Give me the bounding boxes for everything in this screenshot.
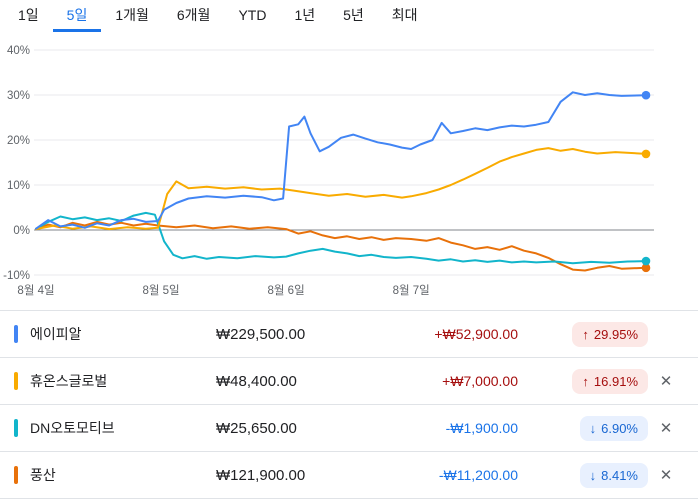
percent-change-value: 8.41% — [601, 467, 638, 483]
percent-change-value: 6.90% — [601, 420, 638, 436]
series-color-marker — [14, 325, 18, 343]
percent-change-value: 16.91% — [593, 373, 638, 389]
svg-text:10%: 10% — [7, 180, 30, 192]
comparison-chart[interactable]: 40% 30% 20% 10% 0% -10% 8월 4일 8월 5일 8월 6일 8월 7일 — [0, 32, 698, 304]
price-change: -₩1,900.00 — [445, 420, 518, 436]
stock-name: 휴온스글로벌 — [30, 373, 108, 389]
percent-change-badge: ↑ 29.95% — [572, 321, 648, 347]
close-icon: ✕ — [659, 466, 673, 484]
tab-max[interactable]: 최대 — [391, 7, 418, 23]
tab-6m[interactable]: 6개월 — [176, 7, 211, 23]
stock-price: ₩229,500.00 — [216, 325, 306, 343]
stock-price: ₩121,900.00 — [216, 466, 306, 484]
table-row-apr[interactable]: 에이피알 ₩229,500.00 +₩52,900.00 ↑ 29.95% — [0, 310, 698, 357]
svg-text:0%: 0% — [13, 225, 30, 237]
arrow-down-icon: ↓ — [589, 420, 597, 436]
series-color-marker — [14, 419, 18, 437]
arrow-up-icon: ↑ — [582, 373, 589, 389]
arrow-up-icon: ↑ — [582, 326, 589, 342]
tab-1d[interactable]: 1일 — [18, 7, 39, 23]
svg-text:40%: 40% — [7, 45, 30, 57]
tab-ytd[interactable]: YTD — [238, 7, 267, 23]
remove-row-button[interactable]: ✕ — [654, 368, 679, 395]
percent-change-badge: ↓ 6.90% — [579, 415, 648, 441]
svg-text:20%: 20% — [7, 135, 30, 147]
table-row-huons[interactable]: 휴온스글로벌 ₩48,400.00 +₩7,000.00 ↑ 16.91% ✕ — [0, 357, 698, 404]
chart-canvas[interactable]: 40% 30% 20% 10% 0% -10%8월 4일 8월 5일 8월 6일 8월 7일 — [0, 32, 698, 304]
stock-name: 풍산 — [30, 467, 56, 483]
tab-5d[interactable]: 5일 — [52, 0, 102, 32]
svg-text:30%: 30% — [7, 90, 30, 102]
arrow-down-icon: ↓ — [589, 467, 597, 483]
svg-text:8월 5일: 8월 5일 — [142, 283, 179, 297]
remove-row-button[interactable]: ✕ — [654, 415, 679, 442]
comparison-table: 에이피알 ₩229,500.00 +₩52,900.00 ↑ 29.95% 휴온스… — [0, 310, 698, 499]
tab-1y[interactable]: 1년 — [294, 7, 316, 23]
svg-text:8월 6일: 8월 6일 — [268, 283, 305, 297]
series-color-marker — [14, 372, 18, 390]
table-row-poongsan[interactable]: 풍산 ₩121,900.00 -₩11,200.00 ↓ 8.41% ✕ — [0, 451, 698, 498]
close-icon: ✕ — [659, 419, 673, 437]
stock-price: ₩25,650.00 — [216, 419, 297, 437]
percent-change-value: 29.95% — [593, 326, 638, 342]
price-change: +₩52,900.00 — [434, 326, 518, 342]
stock-name: DN오토모티브 — [30, 420, 115, 436]
price-change: +₩7,000.00 — [442, 373, 518, 389]
stock-name: 에이피알 — [30, 326, 82, 342]
remove-row-button[interactable]: ✕ — [654, 462, 679, 489]
svg-text:8월 4일: 8월 4일 — [17, 283, 54, 297]
svg-text:8월 7일: 8월 7일 — [393, 283, 430, 297]
table-row-dn[interactable]: DN오토모티브 ₩25,650.00 -₩1,900.00 ↓ 6.90% ✕ — [0, 404, 698, 451]
price-change: -₩11,200.00 — [438, 467, 518, 483]
percent-change-badge: ↑ 16.91% — [572, 368, 648, 394]
svg-text:-10%: -10% — [3, 270, 30, 282]
tab-5y[interactable]: 5년 — [343, 7, 364, 23]
series-color-marker — [14, 466, 18, 484]
time-range-tabs: 1일 5일 1개월 6개월 YTD 1년 5년 최대 — [0, 0, 698, 32]
stock-price: ₩48,400.00 — [216, 372, 297, 390]
percent-change-badge: ↓ 8.41% — [579, 462, 648, 488]
close-icon: ✕ — [659, 372, 673, 390]
tab-1m[interactable]: 1개월 — [115, 7, 149, 23]
